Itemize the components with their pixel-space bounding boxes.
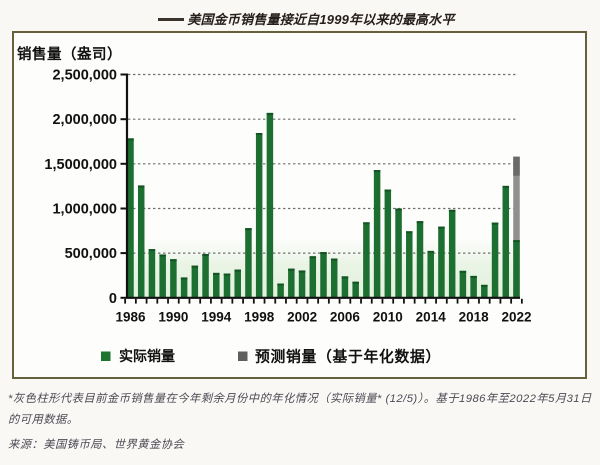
svg-text:2014: 2014: [416, 310, 447, 325]
svg-text:2022: 2022: [501, 310, 531, 325]
svg-text:1986: 1986: [115, 310, 146, 325]
svg-text:1,000,000: 1,000,000: [52, 202, 117, 218]
svg-text:2002: 2002: [287, 310, 317, 325]
svg-text:实际销量: 实际销量: [119, 348, 175, 364]
svg-text:2010: 2010: [373, 310, 403, 325]
svg-text:2,000,000: 2,000,000: [52, 112, 117, 128]
svg-text:2018: 2018: [459, 310, 490, 325]
svg-text:1994: 1994: [201, 310, 232, 325]
svg-text:预测销量（基于年化数据）: 预测销量（基于年化数据）: [255, 348, 441, 366]
svg-text:1998: 1998: [244, 310, 275, 325]
svg-text:1990: 1990: [158, 310, 188, 325]
svg-text:0: 0: [109, 291, 117, 307]
svg-text:500,000: 500,000: [65, 246, 117, 262]
svg-text:2,500,000: 2,500,000: [52, 68, 117, 84]
svg-text:2006: 2006: [330, 310, 361, 325]
svg-text:1,5000,000: 1,5000,000: [44, 157, 117, 173]
